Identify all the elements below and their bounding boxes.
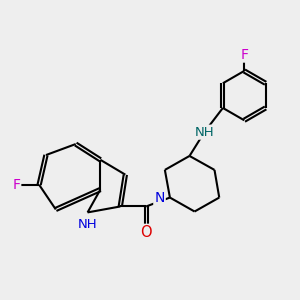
Text: NH: NH	[78, 218, 98, 231]
Text: N: N	[154, 190, 165, 205]
Text: NH: NH	[195, 126, 214, 139]
Text: F: F	[240, 48, 248, 62]
Text: O: O	[140, 225, 152, 240]
Text: F: F	[12, 178, 20, 192]
